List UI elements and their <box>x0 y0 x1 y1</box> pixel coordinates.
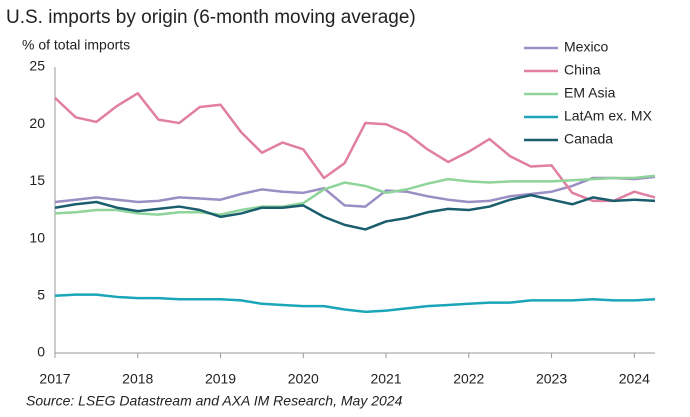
legend-label: Mexico <box>564 39 609 55</box>
series-line <box>54 174 656 216</box>
x-tick-label: 2018 <box>122 371 153 387</box>
y-tick-label: 10 <box>29 229 45 245</box>
x-tick-label: 2019 <box>205 371 236 387</box>
chart-title: U.S. imports by origin (6-month moving a… <box>6 7 416 28</box>
legend-label: Canada <box>564 131 613 147</box>
y-tick-label: 20 <box>29 115 45 131</box>
x-tick-label: 2022 <box>453 371 484 387</box>
x-tick-label: 2017 <box>39 371 70 387</box>
y-tick-label: 5 <box>37 287 45 303</box>
y-tick-label: 15 <box>29 172 45 188</box>
x-tick-label: 2023 <box>536 371 567 387</box>
series-line <box>54 92 656 203</box>
y-tick-label: 0 <box>37 344 45 360</box>
legend-label: China <box>564 62 601 78</box>
x-tick-label: 2024 <box>619 371 650 387</box>
source: Source: LSEG Datastream and AXA IM Resea… <box>26 393 403 409</box>
y-axis-label: % of total imports <box>22 37 130 53</box>
y-tick-label: 25 <box>29 58 45 74</box>
x-tick-label: 2021 <box>370 371 401 387</box>
series-line <box>54 293 656 314</box>
x-tick-label: 2020 <box>288 371 319 387</box>
series-line <box>54 193 656 231</box>
legend-label: LatAm ex. MX <box>564 108 653 124</box>
legend-label: EM Asia <box>564 85 616 101</box>
series-line <box>54 175 656 208</box>
